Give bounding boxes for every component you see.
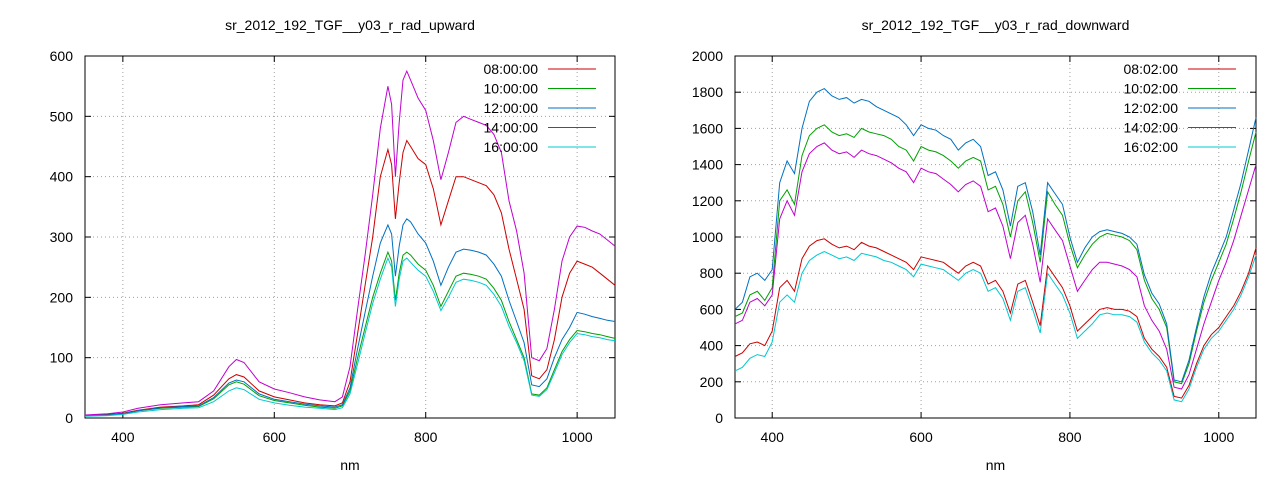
chart2-ytick-label: 2000: [692, 48, 723, 64]
chart1-ytick-label: 600: [50, 48, 74, 64]
chart2-title: sr_2012_192_TGF__y03_r_rad_downward: [862, 17, 1130, 33]
chart1-series-line-4: [84, 69, 616, 416]
chart1-xlabel: nm: [340, 457, 359, 473]
chart2-ytick-label: 1000: [692, 229, 723, 245]
chart2-xtick-label: 600: [909, 429, 933, 445]
chart1-xtick-label: 1000: [562, 429, 593, 445]
chart1-legend-label-4: 14:00:00: [484, 120, 539, 136]
chart2-ytick-label: 200: [700, 374, 724, 390]
chart1-series-line-5: [84, 256, 616, 417]
chart2-series-line-5: [734, 250, 1257, 403]
chart2-ytick-label: 1400: [692, 157, 723, 173]
chart2-ytick-label: 1200: [692, 193, 723, 209]
chart2-ytick-label: 800: [700, 265, 724, 281]
chart1-ytick-label: 400: [50, 169, 74, 185]
chart2-ytick-label: 0: [715, 410, 723, 426]
chart2-series-line-3: [734, 87, 1257, 383]
chart1-legend-label-2: 10:00:00: [484, 81, 539, 97]
chart2-series-line-4: [734, 142, 1257, 390]
chart2-ytick-label: 600: [700, 301, 724, 317]
chart2-ytick-label: 1600: [692, 120, 723, 136]
chart2-series-line-1: [734, 238, 1257, 399]
chart2-legend-label-4: 14:02:00: [1124, 120, 1179, 136]
chart1-legend-label-5: 16:00:00: [484, 139, 539, 155]
chart1-series-line-1: [84, 139, 616, 417]
chart2-legend-label-5: 16:02:00: [1124, 139, 1179, 155]
chart2-legend-label-1: 08:02:00: [1124, 61, 1179, 77]
chart2-xtick-label: 800: [1058, 429, 1082, 445]
chart1-title: sr_2012_192_TGF__y03_r_rad_upward: [225, 17, 475, 33]
chart1-legend-label-1: 08:00:00: [484, 61, 539, 77]
chart1-legend-label-3: 12:00:00: [484, 100, 539, 116]
chart1-xtick-label: 400: [111, 429, 135, 445]
chart2-series-line-2: [734, 124, 1257, 385]
chart2-xlabel: nm: [986, 457, 1005, 473]
chart2-xtick-label: 1000: [1203, 429, 1234, 445]
chart1-xtick-label: 800: [414, 429, 438, 445]
chart2-ytick-label: 1800: [692, 84, 723, 100]
chart1-xtick-label: 600: [263, 429, 287, 445]
chart2-xtick-label: 400: [761, 429, 785, 445]
chart1-ytick-label: 100: [50, 350, 74, 366]
chart1-ytick-label: 300: [50, 229, 74, 245]
chart2-ytick-label: 400: [700, 338, 724, 354]
chart1-ytick-label: 200: [50, 289, 74, 305]
chart1-ytick-label: 500: [50, 108, 74, 124]
chart1-series-line-3: [84, 218, 616, 417]
chart1-ytick-label: 0: [65, 410, 73, 426]
chart2-legend-label-3: 12:02:00: [1124, 100, 1179, 116]
chart1-series-line-2: [84, 250, 616, 417]
chart2-legend-label-2: 10:02:00: [1124, 81, 1179, 97]
